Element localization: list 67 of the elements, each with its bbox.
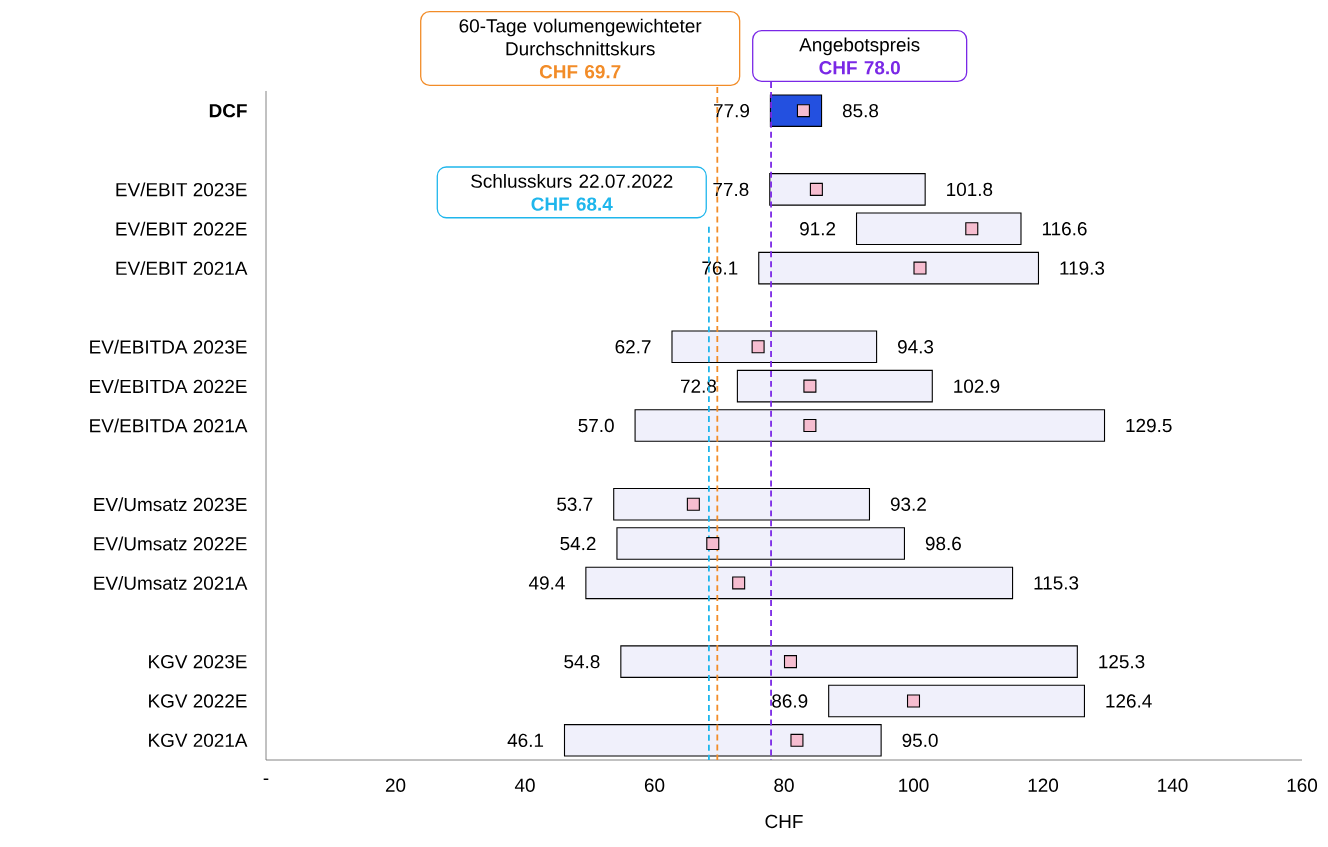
bar [563,724,882,757]
bar [769,173,926,206]
y-tick-label: EV/EBITDA 2023E [90,339,247,354]
x-tick-label: 60 [644,778,665,792]
bar [736,369,933,403]
annotation: 53.7 [557,497,593,511]
annotation: 129.5 [1126,418,1172,433]
bar [671,330,878,364]
annotation: 115.3 [1034,576,1079,590]
annotation: 101.8 [947,182,993,197]
x-tick-label: 80 [774,778,794,792]
y-tick-label: DCF [209,103,247,118]
annotation: 98.6 [925,536,961,551]
annotation: 72.8 [681,379,717,393]
y-tick-label: EV/Umsatz 2023E [94,497,247,512]
annotation: 95.0 [902,733,938,748]
x-tick-label: 20 [385,778,406,792]
bar [828,684,1085,718]
y-tick-label: EV/Umsatz 2021A [94,575,248,590]
annotation: 46.1 [507,733,544,748]
annotation: 102.9 [954,379,1000,393]
bar [620,645,1078,678]
y-tick-label: KGV 2021A [149,733,248,748]
annotation: 57.0 [578,418,614,433]
x-tick-label: 140 [1158,778,1188,792]
text: CHF 69.7 [539,64,621,79]
annotation: CHF 68.4 [531,197,613,211]
bar [613,487,871,521]
annotation: 54.8 [564,654,600,669]
annotation: 126.4 [1106,694,1152,708]
annotation: 77.9 [714,103,749,118]
bar [855,212,1022,246]
bar [585,566,1014,600]
x-axis-title: CHF [765,814,803,829]
x-tick-label: 160 [1287,778,1318,792]
annotation: 91.2 [800,222,836,236]
x-tick-label: 40 [514,778,535,792]
ref-line-label: Schlusskurs 22.07.2022 [471,173,673,188]
y-tick-label: EV/EBITDA 2021A [90,418,248,433]
y-tick-label: EV/EBIT 2021A [116,261,248,276]
x-tick-label: 100 [899,778,929,792]
bar [758,251,1040,285]
y-tick-label: KGV 2022E [149,694,247,708]
annotation: 119.3 [1060,261,1105,275]
annotation: 54.2 [560,536,596,551]
annotation: 125.3 [1099,654,1145,669]
annotation: 94.3 [898,340,934,354]
y-tick-label: EV/EBIT 2023E [116,182,247,197]
text: CHF 78.0 [819,60,900,75]
annotation: 77.8 [713,182,749,197]
annotation: 49.4 [528,576,565,590]
annotation: 86.9 [772,694,808,708]
annotation: 62.7 [615,340,651,354]
x-tick-label: - [263,778,269,780]
bar [616,527,905,560]
annotation: 116.6 [1042,222,1087,236]
y-tick-label: EV/Umsatz 2022E [94,536,247,551]
annotation: 85.8 [842,103,879,118]
x-tick-label: 120 [1028,778,1059,792]
annotation: 76.1 [702,261,738,275]
ref-line-label: 60-Tage volumengewichteter Durchschnittskurs [459,18,702,56]
annotation: 93.2 [890,497,926,511]
y-tick-label: EV/EBIT 2022E [116,221,247,236]
ref-line-label: Angebotspreis [799,37,920,56]
y-tick-label: EV/EBITDA 2022E [90,379,247,394]
bar [634,409,1106,442]
y-tick-label: KGV 2023E [149,654,247,669]
